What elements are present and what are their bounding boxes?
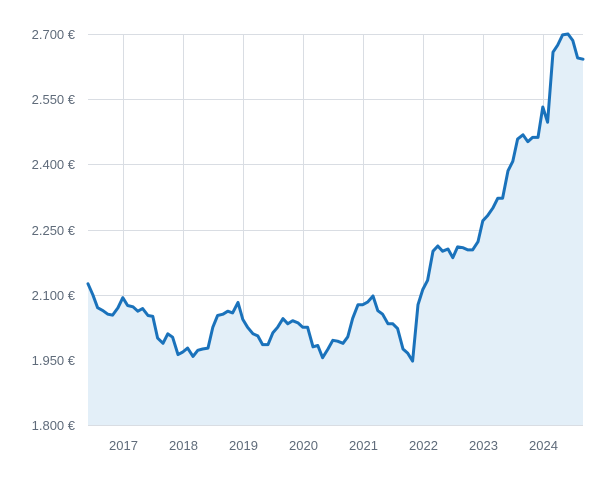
x-tick-label: 2019 <box>229 438 258 453</box>
y-tick-label: 2.100 € <box>32 288 76 303</box>
x-tick-label: 2023 <box>469 438 498 453</box>
x-tick-label: 2017 <box>109 438 138 453</box>
x-tick-label: 2018 <box>169 438 198 453</box>
y-tick-label: 2.400 € <box>32 157 76 172</box>
series-line <box>86 32 585 363</box>
y-tick-label: 2.550 € <box>32 92 76 107</box>
series-area <box>88 34 583 425</box>
x-tick-label: 2024 <box>529 438 558 453</box>
x-tick-label: 2022 <box>409 438 438 453</box>
y-tick-label: 1.950 € <box>32 353 76 368</box>
x-tick-label: 2021 <box>349 438 378 453</box>
y-tick-label: 2.250 € <box>32 223 76 238</box>
x-tick-label: 2020 <box>289 438 318 453</box>
y-tick-label: 2.700 € <box>32 27 76 42</box>
y-tick-label: 1.800 € <box>32 418 76 433</box>
